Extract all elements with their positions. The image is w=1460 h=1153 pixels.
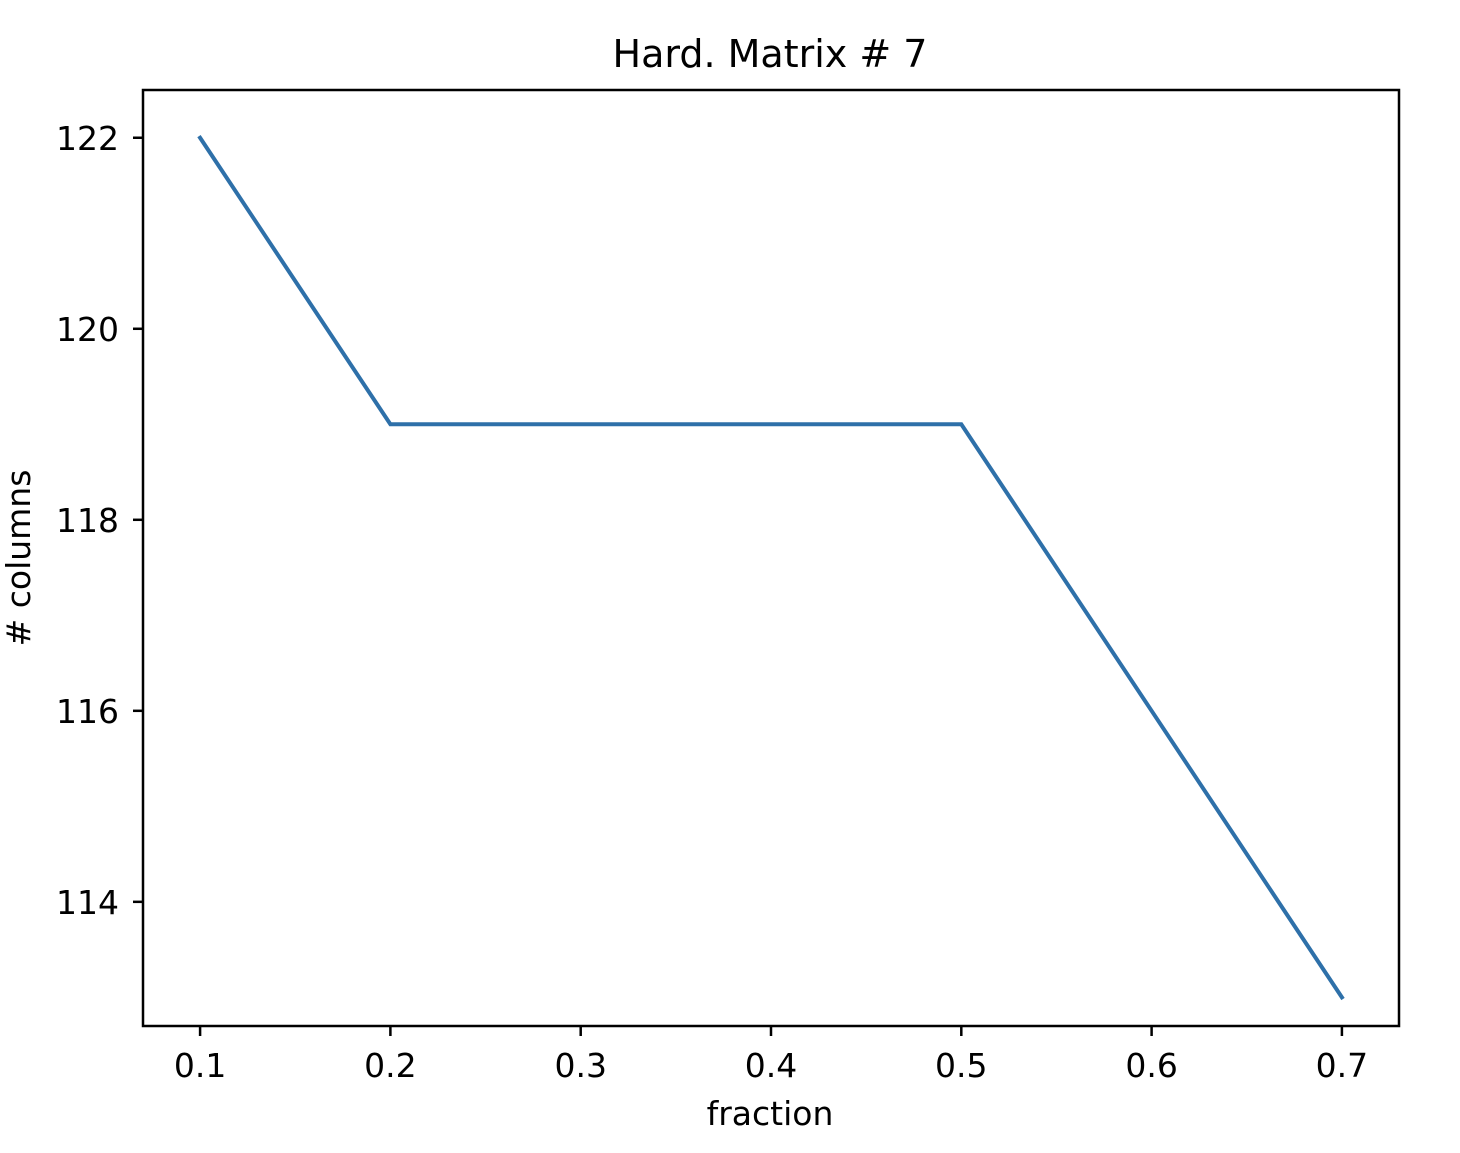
y-axis-label: # columns	[0, 470, 38, 647]
x-tick-label: 0.6	[1125, 1046, 1177, 1085]
chart-title: Hard. Matrix # 7	[613, 32, 928, 76]
x-tick-label: 0.5	[935, 1046, 987, 1085]
axes: 0.1 0.2 0.3 0.4 0.5 0.6 0.7 114 116 118 120 122	[56, 88, 1401, 1085]
series-line-1	[197, 134, 1345, 1001]
y-tick-label: 122	[56, 119, 119, 158]
y-tick-label: 120	[56, 310, 119, 349]
x-tick-label: 0.7	[1316, 1046, 1368, 1085]
x-axis-label: fraction	[707, 1094, 834, 1133]
x-tick-label: 0.1	[174, 1046, 226, 1085]
x-tick-label: 0.3	[554, 1046, 606, 1085]
x-tick-label: 0.2	[364, 1046, 416, 1085]
y-tick-label: 118	[56, 501, 119, 540]
plot-area	[197, 134, 1345, 1001]
y-tick-label: 116	[56, 692, 119, 731]
y-tick-label: 114	[56, 883, 119, 922]
x-tick-label: 0.4	[745, 1046, 797, 1085]
